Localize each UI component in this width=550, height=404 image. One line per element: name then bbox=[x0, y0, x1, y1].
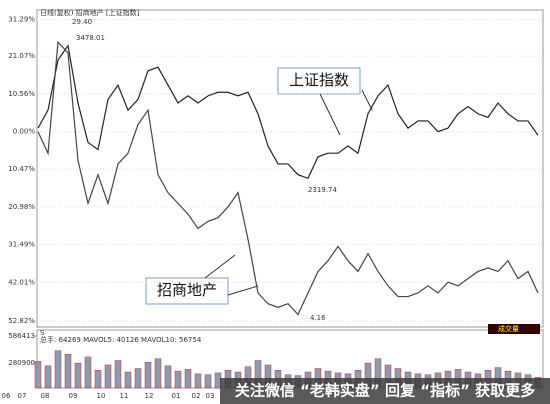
y-tick-label: 21.07% bbox=[8, 52, 35, 60]
volume-bar bbox=[134, 368, 142, 389]
y-tick-label: 280900 bbox=[8, 359, 35, 367]
volume-bar bbox=[114, 360, 122, 389]
volume-bar bbox=[154, 358, 162, 389]
watermark: 关注微信 “老韩实盘” 回复 “指标” 获取更多 bbox=[235, 382, 535, 400]
volume-bar bbox=[54, 350, 62, 389]
indicator-box[interactable] bbox=[488, 324, 540, 334]
x-tick-label: 01 bbox=[172, 392, 181, 400]
annotation: 3478.01 bbox=[76, 34, 105, 42]
x-tick-label: 08 bbox=[41, 392, 50, 400]
x-tick-label: 12 bbox=[145, 392, 154, 400]
volume-bar bbox=[184, 369, 192, 389]
volume-bar bbox=[174, 370, 182, 389]
volume-bar bbox=[144, 362, 152, 389]
annotation: 2319.74 bbox=[308, 186, 337, 194]
volume-title: S bbox=[40, 329, 45, 337]
chart-title: 日线(复权) 招商地产 [上证指数] bbox=[40, 8, 140, 17]
x-tick-label: 07 bbox=[18, 392, 27, 400]
x-tick-label: 10 bbox=[97, 392, 106, 400]
watermark-bg bbox=[220, 378, 550, 404]
y-tick-label: 20.98% bbox=[8, 203, 35, 211]
y-tick-label: 52.82% bbox=[8, 317, 35, 325]
plot: 31.29% 21.07% 10.56% 0.00% 10.47% 20.98% 31.49… bbox=[2, 16, 543, 400]
volume-legend: 总手: 64269 MAVOL5: 40126 MAVOL10: 56754 bbox=[40, 335, 202, 344]
x-tick-label: 03 bbox=[206, 392, 215, 400]
callout-arrow bbox=[319, 93, 341, 136]
volume-bar bbox=[44, 365, 52, 389]
y-tick-label: 10.47% bbox=[8, 165, 35, 173]
y-tick-label: 42.01% bbox=[8, 278, 35, 286]
price-line bbox=[37, 44, 539, 180]
main-frame bbox=[36, 9, 544, 328]
price-line bbox=[37, 40, 539, 316]
y-tick-label: 586413 bbox=[8, 332, 35, 340]
volume-bar bbox=[94, 370, 102, 389]
volume-bar bbox=[104, 364, 112, 389]
annotation: 29.40 bbox=[72, 18, 92, 26]
annotation: 4.16 bbox=[310, 314, 326, 322]
y-tick-label: 31.49% bbox=[8, 241, 35, 249]
volume-bar bbox=[194, 373, 202, 389]
x-tick-label: 11 bbox=[120, 392, 129, 400]
callout-label: 招商地产 bbox=[157, 281, 217, 299]
indicator-label[interactable]: 成交量 bbox=[498, 324, 519, 333]
callout-label: 上证指数 bbox=[289, 71, 349, 89]
x-tick-label: 09 bbox=[69, 392, 78, 400]
y-tick-label: 0.00% bbox=[13, 128, 36, 136]
volume-bar bbox=[84, 356, 92, 389]
volume-bar bbox=[34, 361, 42, 389]
y-tick-label: 31.29% bbox=[8, 16, 35, 24]
callout-arrow bbox=[227, 285, 259, 296]
volume-bar bbox=[124, 371, 132, 389]
x-tick-label: 06 bbox=[2, 392, 11, 400]
y-tick-label: 10.56% bbox=[8, 90, 35, 98]
callout-arrow bbox=[361, 89, 373, 111]
callout-arrow bbox=[204, 254, 236, 279]
volume-bar bbox=[164, 365, 172, 389]
volume-bar bbox=[64, 354, 72, 389]
volume-bar bbox=[204, 374, 212, 389]
callout-box bbox=[277, 67, 361, 95]
x-tick-label: 02 bbox=[192, 392, 201, 400]
volume-bar bbox=[74, 362, 82, 389]
